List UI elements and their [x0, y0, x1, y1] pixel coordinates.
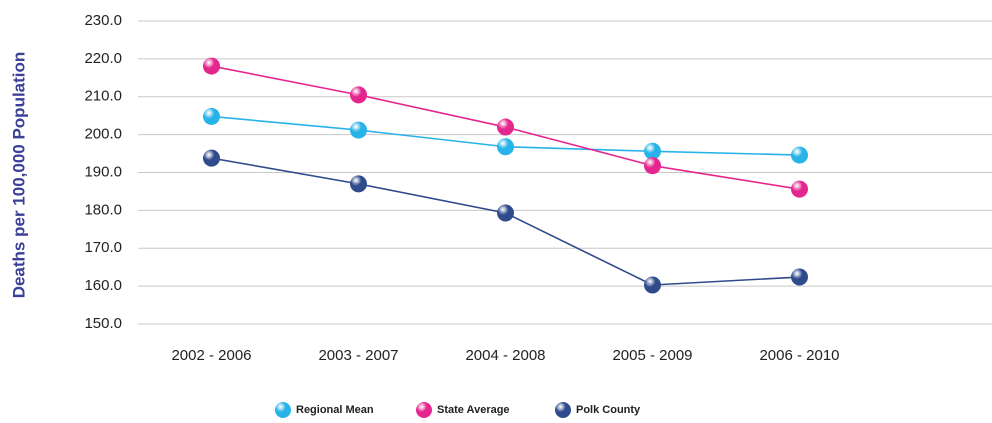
data-point	[644, 142, 661, 160]
y-tick-label: 220.0	[84, 50, 122, 67]
y-tick-label: 180.0	[84, 201, 122, 218]
data-point	[644, 157, 661, 175]
x-tick-label: 2006 - 2010	[759, 347, 839, 364]
legend-label: Regional Mean	[296, 404, 374, 416]
y-tick-label: 170.0	[84, 239, 122, 256]
data-point	[497, 138, 514, 156]
legend-marker	[275, 402, 291, 418]
y-axis-title: Deaths per 100,000 Population	[9, 52, 28, 299]
legend-label: State Average	[437, 404, 510, 416]
x-tick-label: 2002 - 2006	[171, 347, 251, 364]
y-tick-label: 210.0	[84, 88, 122, 105]
data-point	[497, 118, 514, 136]
legend-label: Polk County	[576, 404, 641, 416]
x-tick-label: 2003 - 2007	[318, 347, 398, 364]
data-point	[350, 175, 367, 193]
data-point	[350, 86, 367, 104]
series-line	[211, 157, 800, 286]
data-point	[791, 268, 808, 286]
data-point	[791, 180, 808, 198]
y-tick-label: 230.0	[84, 12, 122, 29]
y-tick-label: 200.0	[84, 126, 122, 143]
y-tick-label: 160.0	[84, 277, 122, 294]
legend-marker	[555, 402, 571, 418]
legend-marker	[416, 402, 432, 418]
data-point	[350, 121, 367, 139]
y-tick-label: 150.0	[84, 315, 122, 332]
y-tick-label: 190.0	[84, 163, 122, 180]
data-point	[203, 149, 220, 167]
data-point	[497, 204, 514, 222]
data-point	[203, 57, 220, 75]
x-tick-label: 2005 - 2009	[612, 347, 692, 364]
data-point	[644, 276, 661, 294]
data-point	[791, 146, 808, 164]
x-tick-label: 2004 - 2008	[465, 347, 545, 364]
data-point	[203, 107, 220, 125]
